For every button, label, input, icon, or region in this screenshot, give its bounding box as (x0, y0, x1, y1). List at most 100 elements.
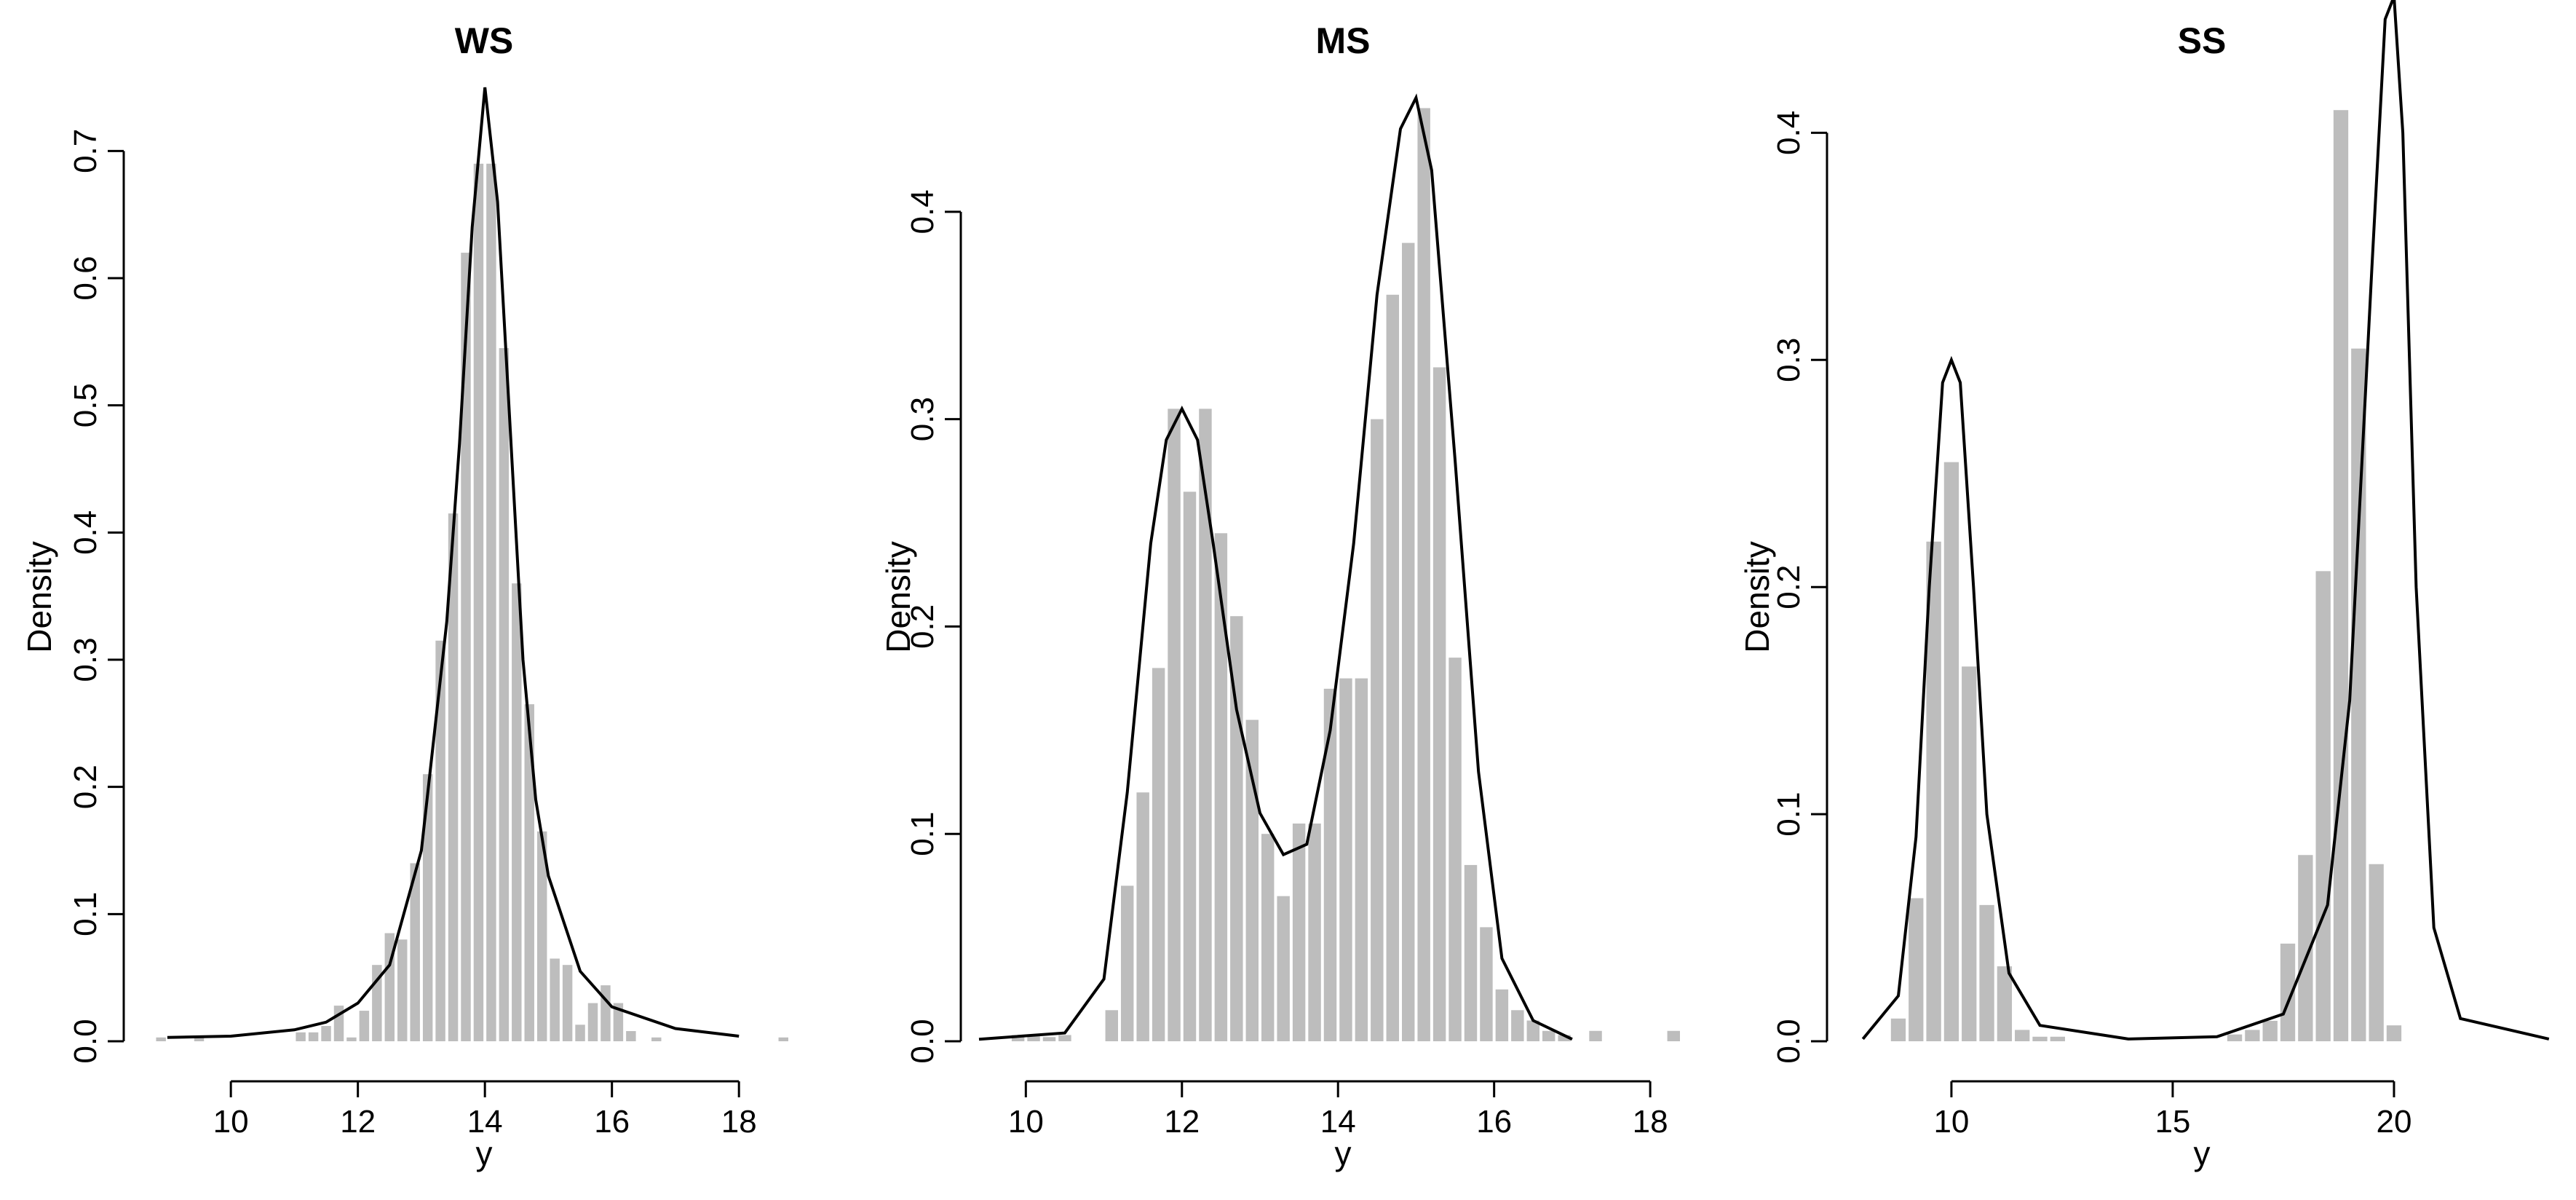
histogram-bar (1027, 1035, 1040, 1041)
histogram-bar (346, 1037, 357, 1041)
histogram-bar (1136, 792, 1149, 1041)
panel-title: SS (2178, 20, 2227, 61)
x-tick-label: 16 (1476, 1104, 1512, 1140)
panel-ms: MS y Density 10 12 14 16 18 0.0 0.1 0.2 0.3 0.4 (879, 20, 1680, 1172)
histogram-bar (601, 985, 611, 1041)
histogram-bar (1011, 1035, 1025, 1041)
x-tick-label: 15 (2155, 1104, 2190, 1140)
histogram-bar (512, 583, 522, 1041)
x-axis-label: y (2194, 1134, 2211, 1172)
histogram-bar (536, 831, 547, 1041)
histogram-bar (1667, 1030, 1680, 1041)
histogram-bar (1168, 408, 1181, 1041)
histogram-bar (410, 863, 420, 1041)
x-axis-label: y (1335, 1134, 1352, 1172)
histogram-bar (296, 1032, 306, 1041)
y-tick-label: 0.1 (1771, 792, 1807, 837)
histogram-bar (2280, 943, 2296, 1041)
histogram-bar (1371, 419, 1384, 1041)
x-tick-label: 18 (721, 1104, 757, 1140)
panel-title: WS (455, 20, 514, 61)
histogram-bar (1402, 242, 1415, 1042)
histogram-bar (1979, 904, 1994, 1041)
histogram-bar (1558, 1035, 1571, 1041)
x-tick-label: 10 (1008, 1104, 1044, 1140)
histogram-bar (1121, 885, 1134, 1041)
x-tick-label: 12 (1164, 1104, 1200, 1140)
histogram-bar (2050, 1036, 2066, 1041)
histogram-bar (2227, 1034, 2243, 1041)
x-axis-label: y (476, 1134, 493, 1172)
histogram-bar (1890, 1018, 1906, 1041)
y-tick-label: 0.1 (905, 812, 940, 856)
histogram-bar (1943, 462, 1959, 1041)
x-tick-label: 10 (213, 1104, 249, 1140)
x-tick-label: 20 (2376, 1104, 2411, 1140)
panel-title: MS (1316, 20, 1371, 61)
histogram-bar (486, 163, 496, 1041)
histogram-bar (651, 1037, 662, 1041)
y-tick-label: 0.3 (905, 397, 940, 441)
histogram-bar (499, 348, 510, 1042)
histogram-bar (194, 1037, 205, 1041)
histogram-bar (1245, 719, 1259, 1041)
panel-ws: WS y Density 10 12 14 16 18 0.0 0.1 0.2 0.3 0.4 0.… (20, 20, 788, 1172)
histogram-bar (2032, 1036, 2048, 1041)
histogram-bar (448, 513, 459, 1041)
histogram-bar (1926, 541, 1941, 1041)
histogram-bar (1261, 834, 1275, 1041)
y-tick-label: 0.4 (905, 189, 940, 234)
x-tick-label: 14 (1320, 1104, 1356, 1140)
histogram-bar (397, 939, 408, 1041)
histogram-bar (2333, 110, 2349, 1042)
histogram-bar (359, 1011, 370, 1041)
histogram-bar (2015, 1030, 2030, 1041)
histogram-bar (1962, 666, 1977, 1041)
histogram-bar (1183, 492, 1197, 1041)
histogram-bar (587, 1003, 598, 1041)
histogram-bar (1152, 668, 1165, 1041)
histogram-bar (422, 774, 433, 1041)
histogram-bar (1355, 678, 1368, 1041)
histogram-bar (1308, 823, 1321, 1041)
histogram-bar (308, 1032, 319, 1041)
y-tick-label: 0.0 (1771, 1019, 1807, 1063)
histogram-bar (1417, 108, 1430, 1041)
x-tick-label: 12 (340, 1104, 376, 1140)
histogram-bar (1464, 864, 1478, 1041)
histogram-bar (1432, 367, 1446, 1041)
histogram-bar (2245, 1030, 2260, 1041)
histogram-bar (461, 253, 471, 1042)
histogram-bar (1386, 294, 1399, 1042)
histogram-bar (550, 958, 560, 1041)
y-axis-label: Density (20, 541, 58, 652)
histogram-bar (1997, 966, 2013, 1041)
histogram-bar (1526, 1020, 1539, 1041)
y-axis-label: Density (879, 541, 917, 652)
histogram-bar (778, 1037, 788, 1041)
y-tick-label: 0.2 (1771, 565, 1807, 609)
histogram-bar (1909, 898, 1924, 1041)
y-tick-label: 0.0 (905, 1019, 940, 1063)
y-tick-label: 0.2 (68, 765, 103, 809)
x-tick-label: 10 (1933, 1104, 1969, 1140)
histogram-bar (2262, 1020, 2278, 1041)
histogram-bar (2369, 864, 2384, 1041)
y-tick-label: 0.6 (68, 256, 103, 300)
y-tick-label: 0.0 (68, 1019, 103, 1063)
density-curve (167, 87, 740, 1039)
histogram-bar (562, 965, 573, 1041)
histogram-bar (575, 1025, 585, 1041)
histogram-bar (1448, 658, 1462, 1041)
histogram-bar (1339, 678, 1352, 1041)
x-tick-label: 18 (1633, 1104, 1668, 1140)
histogram-bar (1199, 408, 1212, 1041)
y-tick-label: 0.3 (1771, 338, 1807, 382)
y-tick-label: 0.4 (68, 510, 103, 555)
y-tick-label: 0.2 (905, 604, 940, 649)
histogram-bar (1214, 533, 1228, 1041)
histogram-bar (1277, 896, 1290, 1041)
y-tick-label: 0.5 (68, 383, 103, 427)
histogram-bar (1480, 927, 1493, 1041)
